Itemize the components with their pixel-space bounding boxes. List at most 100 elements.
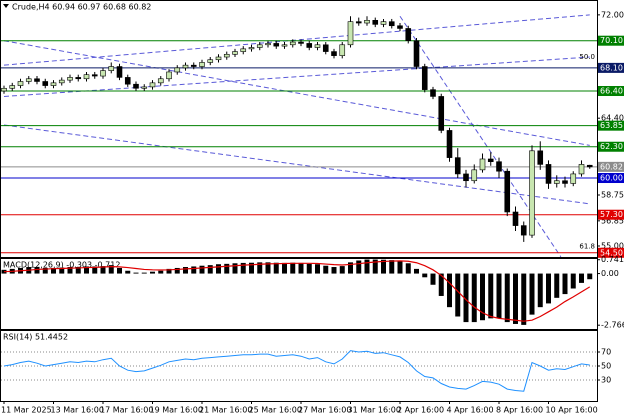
macd-bar bbox=[133, 272, 139, 274]
macd-bar bbox=[463, 273, 469, 323]
candle-body bbox=[570, 173, 577, 184]
candle-body bbox=[108, 66, 115, 71]
candle-body bbox=[545, 164, 552, 184]
candle-body bbox=[339, 44, 346, 56]
candle-body bbox=[190, 64, 197, 67]
macd-bar bbox=[562, 273, 568, 295]
candle-body bbox=[100, 70, 106, 77]
trend-line bbox=[3, 56, 590, 97]
candle-body bbox=[298, 41, 304, 44]
chart-title: Crude,H4 60.94 60.97 60.68 60.82 bbox=[12, 3, 151, 12]
rsi-line bbox=[3, 350, 590, 392]
candle-body bbox=[380, 21, 387, 25]
candle-body bbox=[331, 51, 337, 56]
candle-body bbox=[91, 74, 98, 77]
macd-bar bbox=[84, 266, 89, 274]
macd-bar bbox=[488, 273, 494, 319]
candle-body bbox=[405, 28, 412, 41]
candle-body bbox=[199, 62, 205, 67]
macd-bar bbox=[150, 271, 155, 274]
price-pane bbox=[0, 0, 598, 258]
macd-bar bbox=[422, 273, 428, 278]
macd-title: MACD(12,26,9) -0.303 -0.712 bbox=[3, 261, 120, 270]
x-tick-label: 4 Apr 16:00 bbox=[447, 406, 494, 415]
trend-line bbox=[3, 124, 590, 205]
macd-bar bbox=[117, 267, 122, 274]
y-tick-label: 72.00 bbox=[601, 10, 624, 19]
candle-body bbox=[232, 51, 238, 55]
candle-body bbox=[34, 78, 40, 82]
macd-bar bbox=[240, 262, 246, 274]
macd-bar bbox=[579, 273, 584, 283]
macd-bar bbox=[298, 262, 304, 274]
candle-body bbox=[355, 21, 362, 24]
macd-bar bbox=[315, 264, 320, 274]
level-label: 68.10 bbox=[600, 63, 623, 72]
level-label-box bbox=[598, 120, 624, 131]
candle-body bbox=[553, 180, 560, 184]
candle-body bbox=[75, 77, 82, 80]
candle-body bbox=[207, 59, 214, 63]
candle-body bbox=[17, 81, 24, 86]
y-tick-label: 0.741 bbox=[601, 255, 624, 264]
macd-bar bbox=[257, 262, 263, 274]
macd-bar bbox=[34, 267, 40, 274]
candle-body bbox=[529, 150, 535, 236]
candle-body bbox=[306, 43, 313, 48]
candle-body bbox=[289, 41, 296, 46]
candle-body bbox=[240, 48, 247, 52]
candle-body bbox=[67, 77, 73, 81]
x-tick-label: 8 Apr 16:00 bbox=[496, 406, 543, 415]
level-label-box bbox=[598, 35, 624, 46]
candle-body bbox=[388, 21, 395, 27]
y-tick-label: 0.00 bbox=[601, 269, 619, 278]
macd-bar bbox=[216, 264, 221, 274]
macd-bar bbox=[372, 259, 378, 274]
candle-body bbox=[446, 130, 453, 158]
candle-body bbox=[42, 81, 49, 86]
macd-bar bbox=[42, 267, 48, 274]
level-label: 62.30 bbox=[600, 142, 623, 151]
candle-body bbox=[248, 47, 255, 50]
macd-bar bbox=[174, 267, 180, 274]
candle-body bbox=[487, 158, 494, 162]
macd-bar bbox=[339, 266, 345, 274]
candle-body bbox=[512, 211, 519, 226]
candle-body bbox=[83, 74, 90, 80]
level-label-box bbox=[598, 161, 624, 172]
candle-body bbox=[166, 71, 172, 80]
macd-bar bbox=[438, 273, 444, 296]
macd-bar bbox=[59, 267, 65, 274]
trend-line bbox=[399, 15, 562, 258]
y-tick-label: 56.85 bbox=[601, 216, 624, 225]
x-tick-label: 11 Mar 2025 bbox=[1, 406, 52, 415]
macd-bar bbox=[51, 267, 56, 274]
x-tick-label: 2 Apr 16:00 bbox=[397, 406, 444, 415]
macd-bar bbox=[513, 273, 518, 324]
candle-body bbox=[471, 169, 478, 182]
macd-bar bbox=[546, 273, 551, 304]
fib-label: 50.0 bbox=[579, 53, 595, 61]
level-label-box bbox=[598, 62, 624, 73]
y-tick-label: 30 bbox=[601, 376, 611, 385]
macd-bar bbox=[331, 267, 337, 274]
macd-pane bbox=[0, 258, 598, 330]
macd-bar bbox=[521, 273, 527, 325]
candle-body bbox=[157, 78, 164, 84]
macd-bar bbox=[191, 266, 197, 274]
macd-bar bbox=[529, 273, 535, 315]
macd-bar bbox=[158, 270, 164, 274]
candle-body bbox=[430, 89, 436, 97]
menu-arrow bbox=[3, 4, 9, 8]
level-label: 66.40 bbox=[600, 87, 623, 96]
candle-body bbox=[314, 44, 321, 48]
candle-body bbox=[141, 86, 148, 89]
y-tick-label: 70 bbox=[601, 348, 611, 357]
macd-bar bbox=[249, 262, 254, 274]
macd-bar bbox=[75, 267, 81, 274]
level-label-box bbox=[598, 86, 624, 97]
macd-bar bbox=[92, 266, 98, 274]
candle-body bbox=[463, 173, 469, 182]
candle-body bbox=[174, 67, 181, 73]
macd-bar bbox=[554, 273, 560, 298]
